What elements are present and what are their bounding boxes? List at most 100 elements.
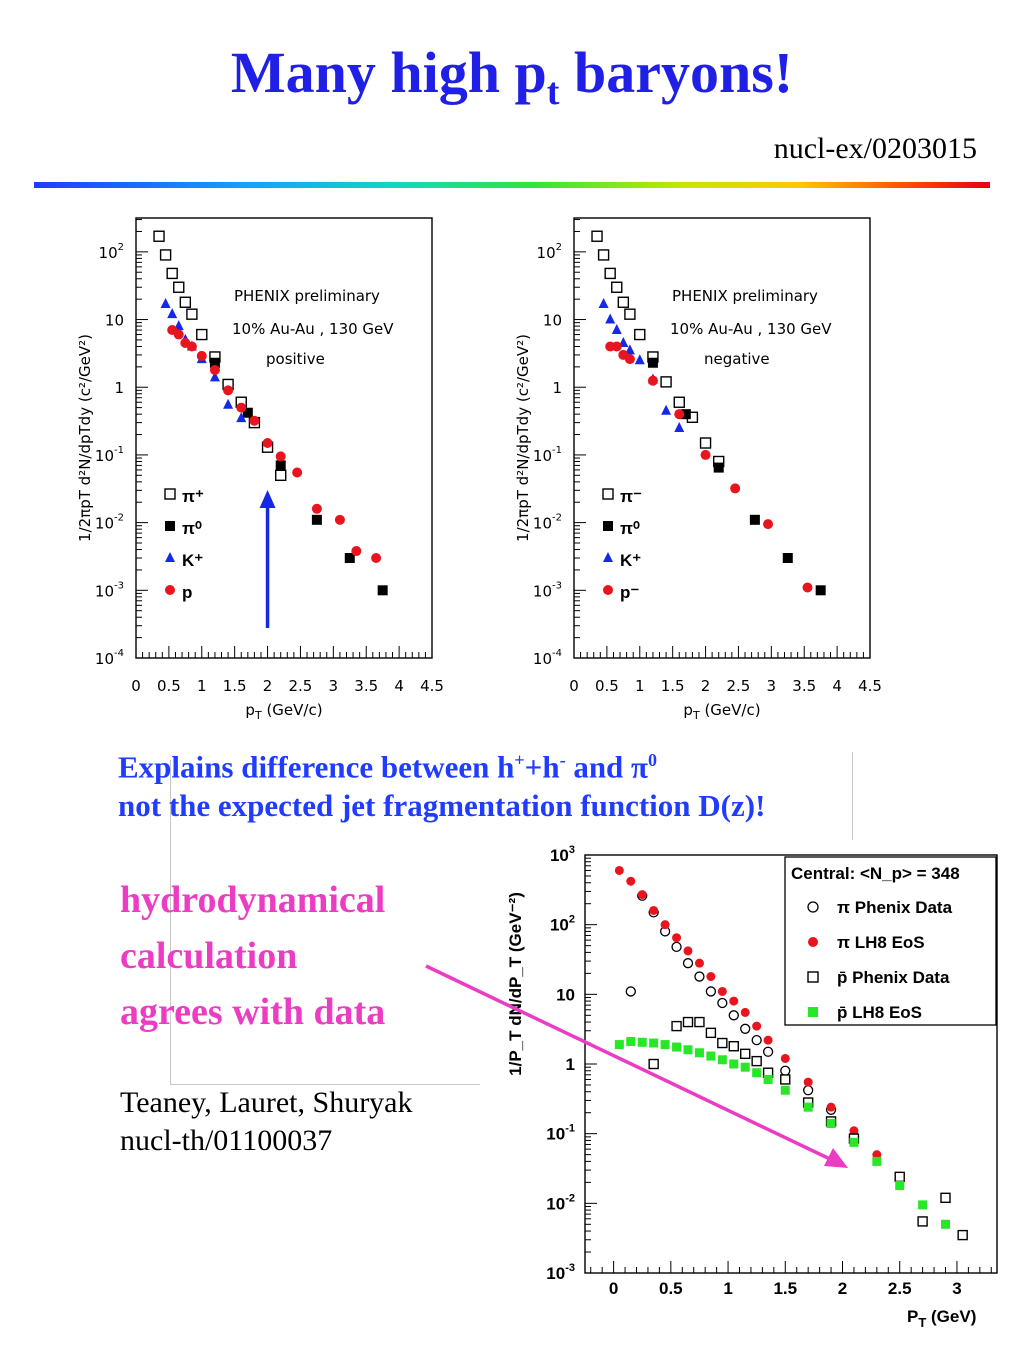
data-point <box>740 1048 751 1060</box>
data-point <box>671 1020 682 1032</box>
data-point <box>179 296 192 308</box>
rainbow-divider <box>34 182 990 188</box>
data-point <box>196 328 208 341</box>
y-tick-label-text: 10-3 <box>546 1262 575 1283</box>
data-point <box>611 281 623 293</box>
charge-label: positive <box>266 350 325 368</box>
x-tick-label: 1.5 <box>661 677 685 695</box>
data-point <box>209 357 220 368</box>
x-tick-label: 1 <box>197 677 207 695</box>
y-tick-label-text: 10-1 <box>533 445 562 465</box>
data-point <box>803 1077 813 1087</box>
y-tick-label: 103 <box>550 844 575 865</box>
data-point <box>598 297 609 308</box>
legend-label: p <box>182 583 192 602</box>
y-tick-label-text: 10 <box>543 312 562 330</box>
data-point <box>673 396 685 408</box>
data-point <box>782 553 793 564</box>
legend-marker <box>807 971 819 983</box>
data-point <box>729 1059 739 1069</box>
collision-label: 10% Au-Au , 130 GeV <box>670 320 832 338</box>
legend-marker <box>808 1007 818 1017</box>
slide-title: Many high pt baryons! <box>230 40 794 113</box>
hydro-arrow-head <box>824 1148 848 1168</box>
data-point <box>223 385 234 396</box>
explanation-line-1: Explains difference between h++h- and π0 <box>118 749 658 785</box>
data-point <box>344 553 355 564</box>
data-point <box>611 324 622 335</box>
data-point <box>275 469 287 482</box>
x-tick-label: 0.5 <box>157 677 181 695</box>
data-point <box>249 415 260 426</box>
data-point <box>763 519 774 530</box>
data-point <box>740 1062 750 1072</box>
y-tick-label-text: 103 <box>550 844 575 865</box>
frame-line <box>170 760 171 1085</box>
data-point <box>941 1219 950 1229</box>
data-point <box>159 249 172 261</box>
data-point <box>617 296 630 308</box>
data-point <box>637 890 647 900</box>
legend-box <box>784 856 997 1026</box>
data-point <box>740 1007 750 1017</box>
data-point <box>802 582 813 593</box>
legend-marker <box>165 552 175 562</box>
data-point <box>717 1055 727 1065</box>
data-point <box>242 407 253 418</box>
y-tick-label: 10-3 <box>546 1262 575 1283</box>
x-tick-label: 1.5 <box>773 1279 797 1298</box>
data-point <box>729 996 739 1006</box>
data-point <box>153 230 165 242</box>
y-tick-label-text: 1 <box>552 379 562 397</box>
frame-line <box>852 752 853 840</box>
data-point <box>826 1118 836 1128</box>
data-point <box>762 1046 774 1057</box>
data-point <box>780 1053 790 1063</box>
data-point <box>682 958 694 969</box>
data-point <box>236 412 247 423</box>
data-point <box>803 1102 813 1112</box>
data-point <box>625 986 636 997</box>
x-tick-label: 0.5 <box>595 677 619 695</box>
plot-frame <box>573 217 871 659</box>
frame-line <box>170 1084 480 1085</box>
legend-marker <box>602 488 614 500</box>
data-point <box>674 409 685 420</box>
legend-label: π⁰ <box>182 519 202 538</box>
x-tick-label: 2.5 <box>888 1279 912 1298</box>
data-point <box>275 460 286 471</box>
legend-marker <box>603 552 613 562</box>
data-point <box>223 398 234 409</box>
data-point <box>705 1027 717 1039</box>
data-point <box>311 514 322 525</box>
data-point <box>173 329 184 340</box>
x-tick-label: 4 <box>832 677 842 695</box>
y-tick-label: 1 <box>114 379 124 397</box>
data-point <box>728 1041 739 1052</box>
data-point <box>849 1126 859 1136</box>
hydro-line: agrees with data <box>120 991 386 1033</box>
y-tick-label: 10-4 <box>95 648 124 668</box>
y-tick-label: 10-1 <box>533 445 562 465</box>
collision-label: 10% Au-Au , 130 GeV <box>232 320 394 338</box>
data-point <box>780 1074 791 1085</box>
x-tick-label: 3 <box>767 677 777 695</box>
x-tick-label: 1 <box>723 1279 732 1298</box>
data-point <box>895 1181 905 1191</box>
x-tick-label: 2 <box>263 677 273 695</box>
data-point <box>605 313 616 324</box>
y-tick-label-text: 10 <box>105 312 124 330</box>
data-point <box>872 1150 882 1160</box>
legend-marker <box>165 521 175 531</box>
data-point <box>377 585 388 596</box>
y-axis-title: 1/P_T dN/dP_T (GeV⁻²) <box>506 892 525 1076</box>
x-tick-label: 4.5 <box>420 677 444 695</box>
x-tick-label: 2 <box>838 1279 847 1298</box>
data-point <box>706 972 716 982</box>
y-tick-label: 10-1 <box>95 445 124 465</box>
legend-title: Central: <N_p> = 348 <box>791 864 960 883</box>
x-tick-label: 4.5 <box>858 677 882 695</box>
data-point <box>660 376 672 388</box>
data-point <box>815 585 826 596</box>
